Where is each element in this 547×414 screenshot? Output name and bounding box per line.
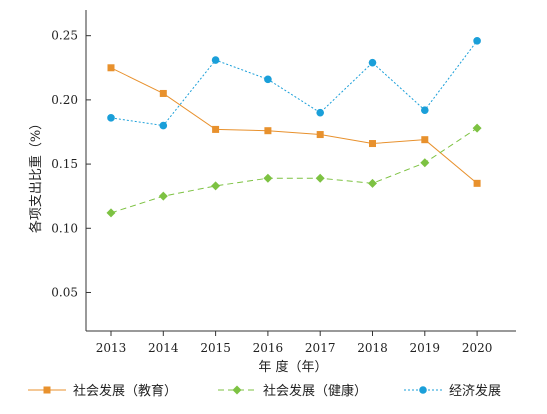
y-axis-title: 各项支出比重（%）: [28, 117, 44, 233]
series-2-point: [263, 173, 273, 183]
y-tick-label: 0.05: [51, 285, 78, 299]
y-tick-label: 0.20: [51, 93, 78, 107]
series-3-point: [211, 56, 220, 64]
series-2-point: [315, 173, 325, 183]
x-ticks: 2013 2014 2015 2016 2017 2018 2019 2020: [96, 331, 493, 355]
series-1-point: [212, 125, 220, 133]
legend-marker-2: [232, 385, 242, 395]
x-tick-label: 2019: [410, 341, 441, 355]
series-1-point: [159, 89, 167, 97]
series-3-point: [264, 75, 272, 84]
series-2-point: [211, 181, 221, 191]
x-tick-label: 2014: [148, 341, 179, 355]
series-markers: [106, 37, 482, 218]
series-1-point: [264, 127, 272, 135]
series-line-1: [110, 67, 478, 184]
series-1-point: [369, 140, 376, 148]
legend-label-2: 社会发展（健康）: [263, 383, 367, 399]
series-2-point: [472, 123, 482, 133]
y-tick-label: 0.15: [51, 157, 78, 171]
series-3-point: [473, 37, 481, 45]
x-tick-label: 2013: [96, 341, 127, 355]
legend-marker-3: [419, 386, 427, 394]
legend: 社会发展（教育） 社会发展（健康） 经济发展: [28, 383, 501, 399]
series-1-point: [421, 136, 429, 144]
legend-label-3: 经济发展: [449, 383, 501, 399]
x-tick-label: 2017: [305, 341, 336, 355]
series-2-point: [158, 191, 168, 201]
series-line-2: [110, 127, 478, 214]
x-tick-label: 2020: [462, 341, 493, 355]
y-tick-label: 0.25: [51, 29, 78, 43]
series-line-3: [110, 40, 478, 127]
series-2-point: [420, 158, 430, 168]
y-ticks: 0.05 0.10 0.15 0.20 0.25: [51, 29, 91, 299]
series-3-point: [368, 58, 377, 67]
axes: [85, 10, 516, 332]
x-tick-label: 2018: [357, 341, 388, 355]
series-1-point: [316, 131, 324, 139]
x-tick-label: 2015: [200, 341, 231, 355]
x-axis-title: 年 度（年）: [258, 359, 327, 375]
series-3-point: [107, 114, 115, 122]
series-lines: [110, 40, 478, 214]
series-1-point: [107, 64, 115, 72]
x-tick-label: 2016: [253, 341, 284, 355]
series-1-point: [473, 179, 481, 187]
series-2-point: [106, 208, 116, 218]
series-3-point: [316, 108, 325, 117]
legend-marker-1: [43, 386, 51, 394]
series-3-point: [159, 121, 168, 130]
legend-label-1: 社会发展（教育）: [73, 383, 177, 399]
y-tick-label: 0.10: [51, 221, 78, 235]
series-2-point: [368, 178, 377, 188]
series-3-point: [421, 106, 429, 114]
